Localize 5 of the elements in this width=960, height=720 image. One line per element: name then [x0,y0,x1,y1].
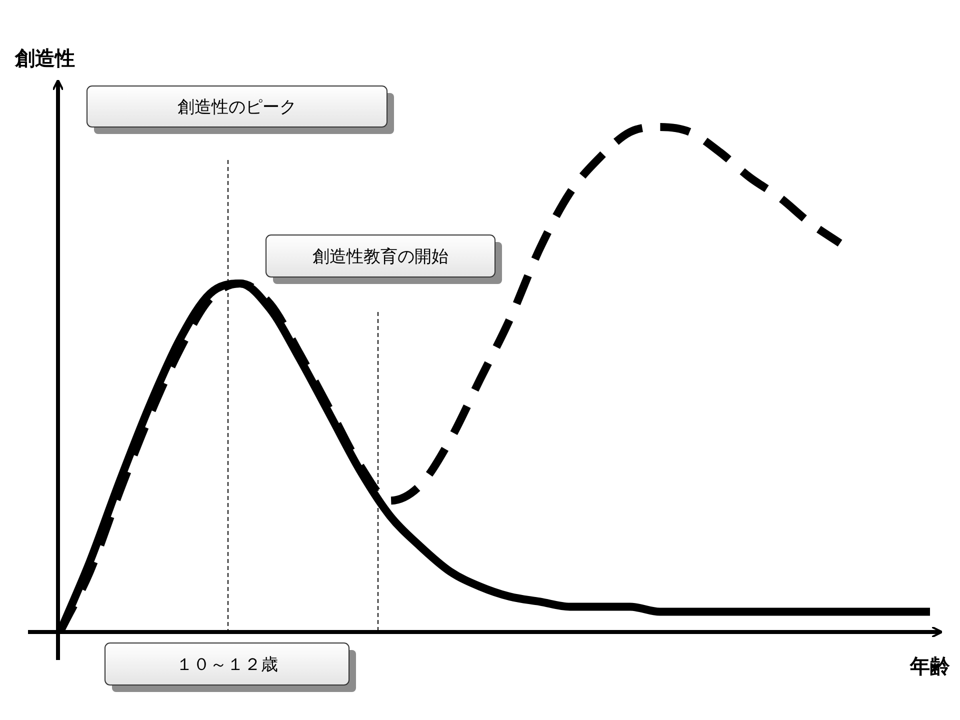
text: １０～１２歳 [176,655,278,675]
annotation: 創造性教育の開始 [312,247,448,267]
x-axis-title: 年齢 [909,654,951,678]
y-axis-title: 創造性 [14,46,75,70]
text: 創造性のピーク [178,98,296,118]
